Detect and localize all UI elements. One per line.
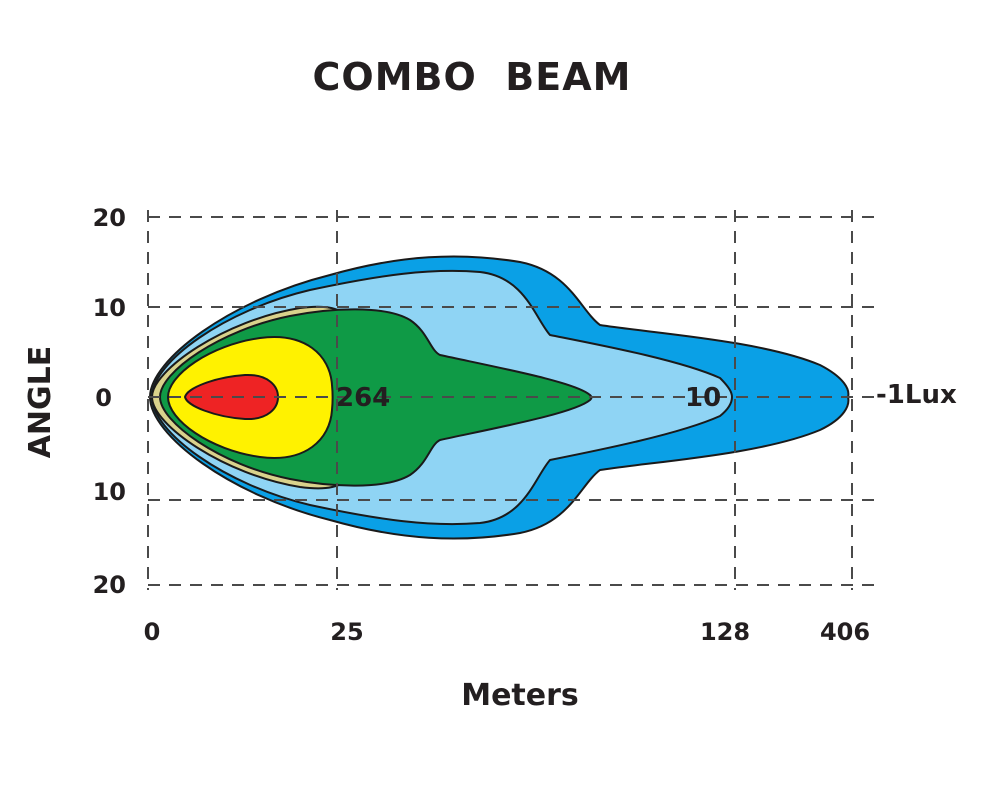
data-label-10lux: 10 (685, 383, 721, 413)
y-axis-label: ANGLE (23, 346, 58, 459)
y-axis-ticks: 20 10 0 10 20 (93, 204, 126, 599)
x-tick-label: 0 (144, 618, 161, 646)
x-tick-label: 25 (330, 618, 363, 646)
data-label-264lux: 264 (336, 383, 390, 413)
y-tick-label: 20 (93, 204, 126, 232)
grid (147, 210, 880, 590)
x-tick-label: 128 (700, 618, 750, 646)
x-axis-label: Meters (461, 678, 579, 713)
chart-title: COMBO BEAM (313, 55, 632, 99)
data-label-1lux: -1Lux (876, 380, 957, 410)
x-tick-label: 406 (820, 618, 870, 646)
x-axis-ticks: 0 25 128 406 (144, 618, 870, 646)
y-tick-label: 10 (93, 478, 126, 506)
y-tick-label: 0 (95, 384, 112, 412)
y-tick-label: 20 (93, 571, 126, 599)
y-tick-label: 10 (93, 294, 126, 322)
